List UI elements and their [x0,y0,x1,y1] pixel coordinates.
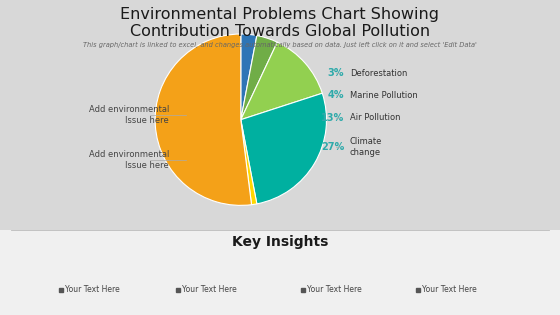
Wedge shape [155,34,251,205]
Text: This graph/chart is linked to excel, and changes automatically based on data. Ju: This graph/chart is linked to excel, and… [83,42,477,48]
Text: Deforestation: Deforestation [350,68,407,77]
Text: Your Text Here: Your Text Here [307,285,362,295]
Text: 52%: 52% [175,110,198,120]
Text: 27%: 27% [321,142,344,152]
Text: Contribution Towards Global Pollution: Contribution Towards Global Pollution [130,24,430,39]
Text: Your Text Here: Your Text Here [422,285,477,295]
Wedge shape [241,34,257,120]
Text: Your Text Here: Your Text Here [65,285,120,295]
Wedge shape [241,42,323,120]
Wedge shape [241,93,326,204]
Text: Your Text Here: Your Text Here [182,285,237,295]
Text: Add environmental
Issue here: Add environmental Issue here [88,150,169,170]
Text: Environmental Problems Chart Showing: Environmental Problems Chart Showing [120,7,440,22]
Text: 3%: 3% [328,68,344,78]
Text: 1%: 1% [175,155,192,165]
Text: Air Pollution: Air Pollution [350,113,400,123]
Text: 4%: 4% [328,90,344,100]
Text: Add environmental
Issue here: Add environmental Issue here [88,105,169,125]
Wedge shape [241,36,277,120]
Text: Key Insights: Key Insights [232,235,328,249]
Wedge shape [241,120,257,205]
Text: 13%: 13% [321,113,344,123]
Text: Climate
change: Climate change [350,137,382,157]
Text: Marine Pollution: Marine Pollution [350,90,418,100]
